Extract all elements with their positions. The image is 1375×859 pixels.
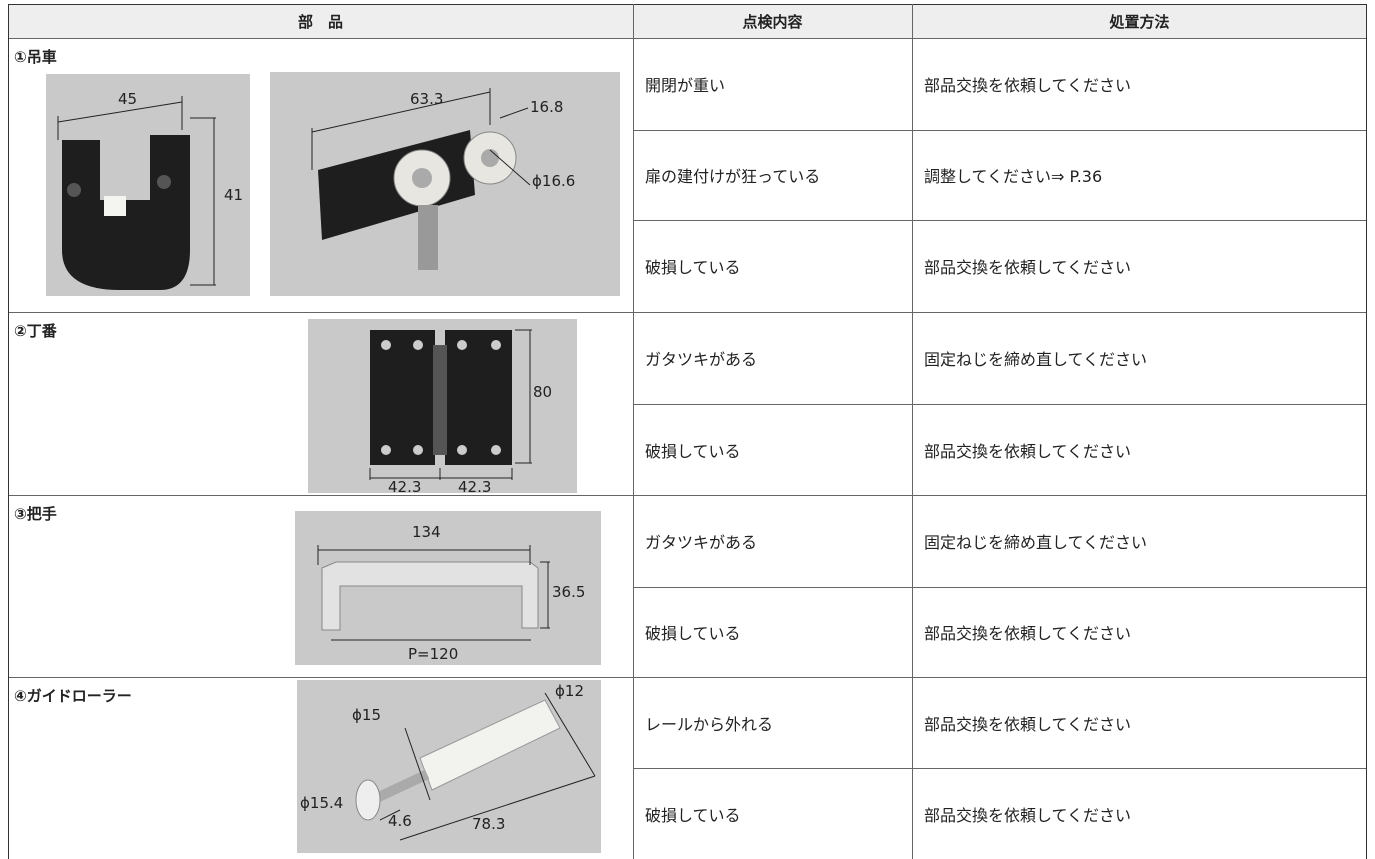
dimension: 45 bbox=[118, 90, 137, 108]
action-cell: 部品交換を依頼してください bbox=[924, 76, 1132, 95]
dimension: ϕ15 bbox=[352, 706, 381, 724]
dimension: ϕ15.4 bbox=[300, 794, 343, 812]
dimension: 16.8 bbox=[530, 98, 563, 116]
dimension: ϕ12 bbox=[555, 682, 584, 700]
header-cell: 処置方法 bbox=[912, 4, 1367, 38]
check-cell: 破損している bbox=[645, 441, 741, 461]
check-cell: ガタツキがある bbox=[645, 350, 758, 369]
check-cell: 破損している bbox=[645, 624, 741, 643]
action-cell: 部品交換を依頼してください bbox=[924, 805, 1132, 825]
action-cell: 部品交換を依頼してください bbox=[924, 714, 1132, 734]
part-name: ②丁番 bbox=[14, 322, 57, 340]
check-cell: 扉の建付けが狂っている bbox=[645, 167, 821, 186]
dimension: 41 bbox=[224, 186, 243, 204]
dimension: 80 bbox=[533, 383, 552, 401]
action-cell: 固定ねじを締め直してください bbox=[924, 533, 1148, 552]
check-cell: 開閉が重い bbox=[645, 76, 726, 95]
dimension: 4.6 bbox=[388, 812, 412, 830]
action-cell: 固定ねじを締め直してください bbox=[924, 350, 1148, 369]
dimension: 134 bbox=[412, 523, 441, 541]
header-cell: 部 品 bbox=[8, 4, 633, 38]
dimension: 42.3 bbox=[388, 478, 421, 496]
header-cell: 点検内容 bbox=[633, 4, 912, 38]
dimension: 42.3 bbox=[458, 478, 491, 496]
action-cell: 部品交換を依頼してください bbox=[924, 258, 1132, 277]
action-cell: 部品交換を依頼してください bbox=[924, 624, 1132, 643]
part-name: ①吊車 bbox=[14, 48, 57, 66]
check-cell: レールから外れる bbox=[645, 714, 774, 734]
dimension: 63.3 bbox=[410, 90, 443, 108]
check-cell: 破損している bbox=[645, 258, 741, 277]
part-name: ④ガイドローラー bbox=[14, 687, 132, 705]
check-cell: 破損している bbox=[645, 805, 741, 825]
check-cell: ガタツキがある bbox=[645, 533, 758, 552]
dimension: ϕ16.6 bbox=[532, 172, 575, 190]
action-cell: 調整してください⇒ P.36 bbox=[924, 167, 1103, 186]
action-cell: 部品交換を依頼してください bbox=[924, 441, 1132, 461]
dimension: 36.5 bbox=[552, 583, 585, 601]
dimension: 78.3 bbox=[472, 815, 505, 833]
dimension: P=120 bbox=[408, 645, 458, 663]
part-name: ③把手 bbox=[14, 505, 57, 523]
